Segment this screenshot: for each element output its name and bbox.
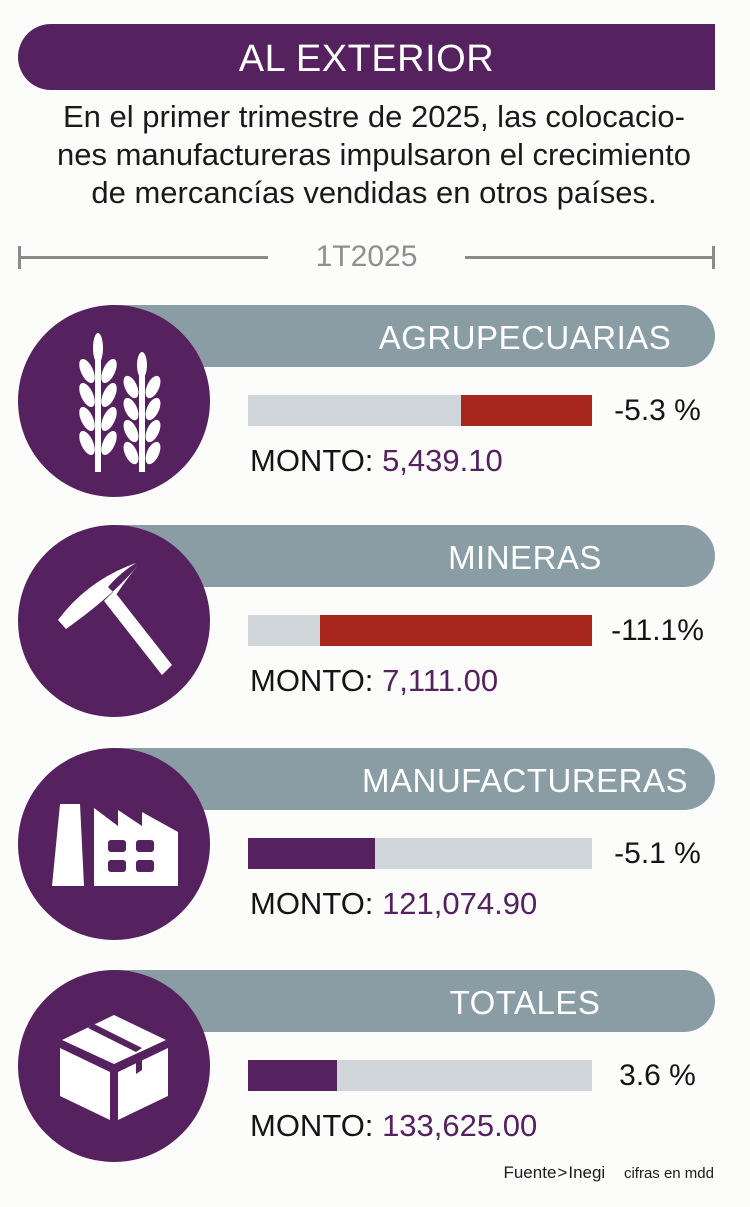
units-note: cifras en mdd	[623, 1165, 714, 1182]
category-manufactureras: MANUFACTURERAS -5.1 % MONTO: 121,074.90	[0, 748, 750, 948]
category-icon-circle	[18, 525, 210, 717]
category-banner: AGRUPECUARIAS	[110, 305, 715, 367]
category-name: MINERAS	[448, 539, 602, 576]
subtitle: En el primer trimestre de 2025, las colo…	[14, 98, 734, 212]
wheat-icon	[79, 333, 161, 472]
title-banner: AL EXTERIOR	[18, 24, 715, 90]
monto-line: MONTO: 7,111.00	[250, 661, 498, 701]
factory-icon	[52, 804, 178, 886]
monto-label: MONTO:	[250, 443, 374, 478]
source-name: Inegi	[568, 1163, 606, 1182]
monto-value: 133,625.00	[382, 1108, 538, 1143]
divider-line-left	[18, 256, 268, 259]
page-title: AL EXTERIOR	[238, 38, 495, 80]
bar-fill	[320, 615, 592, 646]
monto-label: MONTO:	[250, 1108, 374, 1143]
bar-track	[248, 838, 592, 869]
bar-track	[248, 1060, 592, 1091]
footer: Fuente>Inegi cifras en mdd	[503, 1162, 714, 1185]
monto-label: MONTO:	[250, 663, 374, 698]
category-name: TOTALES	[449, 984, 601, 1021]
bar-fill	[461, 395, 592, 426]
category-banner: TOTALES	[110, 970, 715, 1032]
divider-line-right	[465, 256, 715, 259]
category-icon-circle	[18, 305, 210, 497]
box-icon	[60, 1015, 168, 1120]
subtitle-line: nes manufactureras impulsaron el crecimi…	[56, 137, 692, 172]
bar-fill	[248, 838, 375, 869]
percent-change: 3.6 %	[619, 1059, 696, 1092]
period-label: 1T2025	[315, 240, 418, 273]
bar-track	[248, 615, 592, 646]
category-banner: MINERAS	[110, 525, 715, 587]
percent-change: -5.1 %	[614, 837, 701, 870]
source-separator: >	[557, 1163, 568, 1182]
category-mineras: MINERAS -11.1% MONTO: 7,111.00	[0, 525, 750, 725]
monto-line: MONTO: 133,625.00	[250, 1106, 537, 1146]
bar-fill	[248, 1060, 337, 1091]
pickaxe-icon	[58, 563, 172, 675]
percent-change: -5.3 %	[614, 394, 701, 427]
monto-value: 7,111.00	[382, 663, 499, 698]
category-banner: MANUFACTURERAS	[110, 748, 715, 810]
category-name: MANUFACTURERAS	[361, 762, 689, 799]
monto-value: 121,074.90	[382, 886, 538, 921]
source-label: Fuente	[503, 1163, 557, 1182]
subtitle-line: de mercancías vendidas en otros países.	[91, 175, 657, 210]
divider-cap-right	[712, 246, 715, 269]
bar-track	[248, 395, 592, 426]
subtitle-line: En el primer trimestre de 2025, las colo…	[63, 99, 685, 134]
percent-change: -11.1%	[611, 614, 704, 647]
divider-cap-left	[18, 246, 21, 269]
monto-value: 5,439.10	[382, 443, 503, 478]
category-name: AGRUPECUARIAS	[378, 319, 672, 356]
period-divider: 1T2025	[18, 235, 715, 279]
monto-line: MONTO: 5,439.10	[250, 441, 503, 481]
category-agropecuarias: AGRUPECUARIAS	[0, 305, 750, 505]
category-totales: TOTALES 3.6 % MONTO: 133,625.00	[0, 970, 750, 1170]
monto-label: MONTO:	[250, 886, 374, 921]
monto-line: MONTO: 121,074.90	[250, 884, 537, 924]
category-icon-circle	[18, 748, 210, 940]
category-icon-circle	[18, 970, 210, 1162]
